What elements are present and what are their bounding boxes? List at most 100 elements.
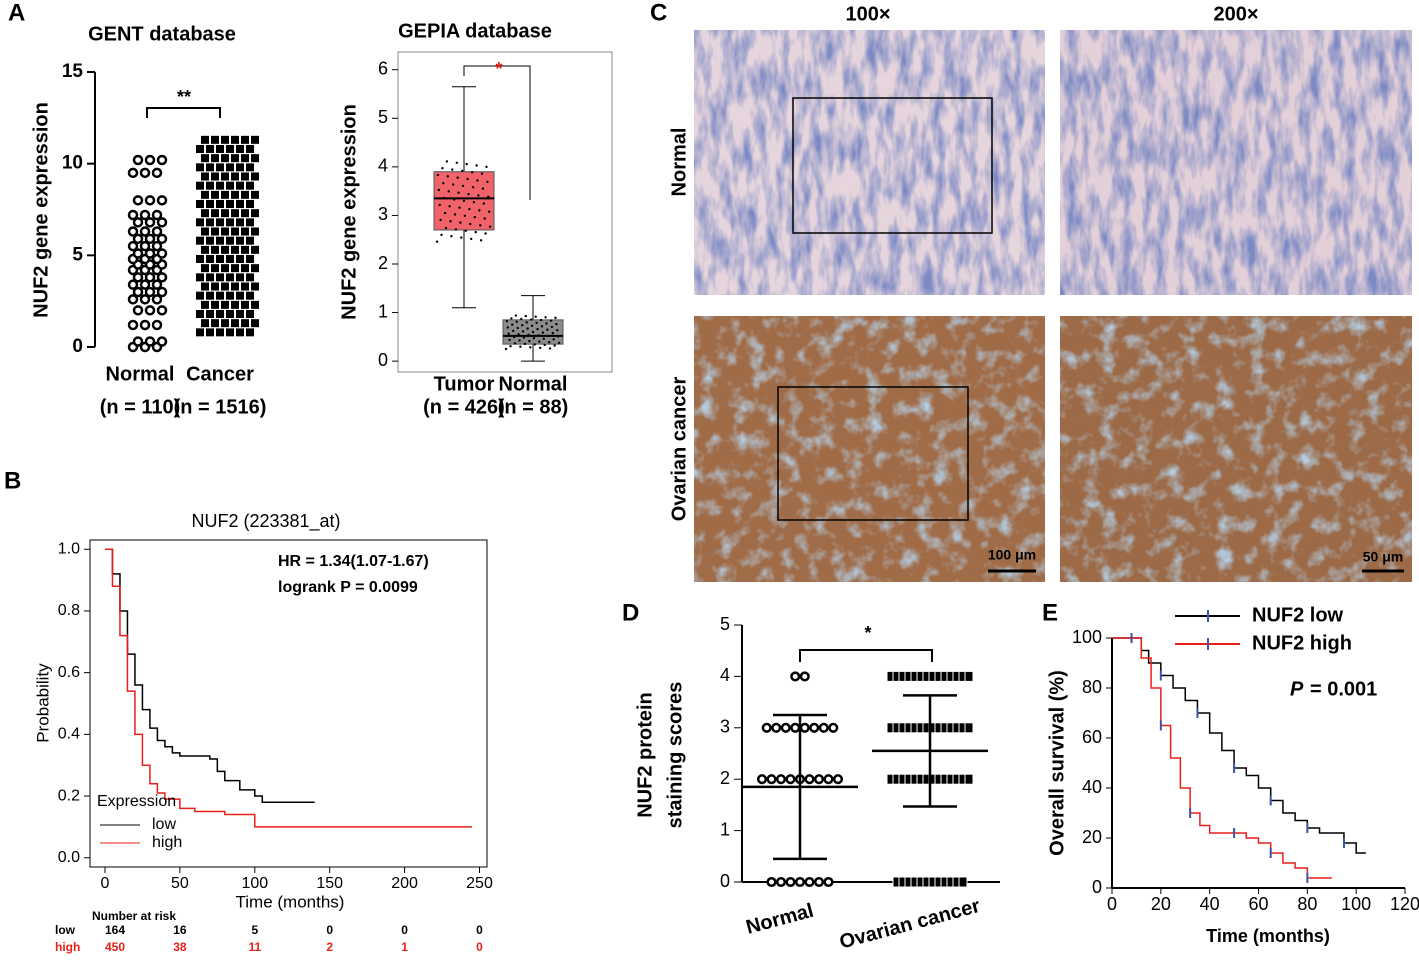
jitter-dot xyxy=(481,187,485,190)
dot xyxy=(828,722,839,733)
jitter-dot xyxy=(519,345,522,348)
jitter-dot xyxy=(531,330,535,334)
dot xyxy=(250,171,260,182)
jitter-dot xyxy=(534,315,537,318)
legend-label: low xyxy=(152,816,176,833)
jitter-dot xyxy=(452,198,456,201)
survival-curve xyxy=(1112,637,1332,879)
jitter-dot xyxy=(522,336,526,339)
jitter-dot xyxy=(487,195,490,198)
jitter-dot xyxy=(521,324,524,327)
jitter-dot xyxy=(485,165,488,169)
column-label: 100× xyxy=(845,3,890,25)
jitter-dot xyxy=(471,186,475,189)
jitter-dot xyxy=(541,331,545,334)
dot xyxy=(240,226,250,237)
box xyxy=(433,171,495,231)
dot xyxy=(195,254,205,264)
annotation: HR = 1.34(1.07-1.67) xyxy=(278,553,429,570)
jitter-dot xyxy=(527,333,530,337)
dot xyxy=(245,327,255,338)
dot xyxy=(127,209,139,221)
dot xyxy=(235,254,245,264)
y-tick-label: 80 xyxy=(1082,677,1102,697)
jitter-dot xyxy=(548,341,551,344)
dot xyxy=(804,876,815,888)
jitter-dot xyxy=(524,314,527,318)
dot xyxy=(200,318,210,329)
dot xyxy=(240,153,250,164)
dot xyxy=(240,281,250,292)
dot xyxy=(766,774,777,785)
dot xyxy=(210,299,220,310)
y-tick-label: 40 xyxy=(1082,777,1102,797)
image-texture xyxy=(1060,316,1412,582)
dot xyxy=(156,233,168,245)
jitter-dot xyxy=(488,225,492,228)
dot xyxy=(235,162,245,173)
jitter-dot xyxy=(542,337,545,340)
dot xyxy=(132,286,144,298)
risk-count: 450 xyxy=(105,940,125,954)
dot xyxy=(210,244,220,255)
dot xyxy=(205,235,215,246)
dot xyxy=(245,180,255,191)
dot xyxy=(230,134,240,145)
dot xyxy=(151,240,163,252)
x-tick-label: 40 xyxy=(1200,894,1220,914)
risk-count: 11 xyxy=(248,940,261,954)
dot xyxy=(144,248,156,259)
dot xyxy=(790,722,801,733)
jitter-dot xyxy=(520,317,523,321)
y-axis-label: staining scores xyxy=(664,682,686,829)
dot xyxy=(127,167,139,179)
dot xyxy=(144,272,156,283)
x-tick-label: 50 xyxy=(171,875,189,892)
y-tick-label: 10 xyxy=(62,153,83,174)
dot xyxy=(225,309,235,319)
y-tick-label: 0 xyxy=(1092,877,1102,897)
y-tick-label: 5 xyxy=(378,107,388,127)
jitter-dot xyxy=(483,217,486,220)
dot xyxy=(964,773,974,785)
dot xyxy=(240,134,250,145)
dot xyxy=(220,244,230,255)
dot xyxy=(132,217,144,228)
y-tick-label: 1 xyxy=(720,819,730,839)
dot xyxy=(220,226,230,237)
dot xyxy=(144,233,156,245)
jitter-dot xyxy=(511,323,514,326)
dot xyxy=(144,195,156,206)
dot xyxy=(210,281,220,292)
jitter-dot xyxy=(484,232,487,235)
dot xyxy=(245,272,255,283)
dot xyxy=(205,144,215,154)
dot xyxy=(132,195,144,206)
column-label: 200× xyxy=(1213,3,1258,25)
annotation: * xyxy=(864,623,871,643)
jitter-dot xyxy=(540,325,544,328)
jitter-dot xyxy=(474,230,477,234)
jitter-dot xyxy=(445,160,449,163)
dot xyxy=(151,167,163,179)
jitter-dot xyxy=(557,341,561,344)
dot xyxy=(818,722,829,733)
jitter-dot xyxy=(557,335,560,338)
jitter-dot xyxy=(470,171,474,174)
dot xyxy=(225,235,235,246)
dot xyxy=(132,272,144,283)
jitter-dot xyxy=(443,211,447,215)
dot xyxy=(144,154,156,166)
dot xyxy=(225,272,235,283)
jitter-dot xyxy=(508,338,511,342)
y-tick-label: 0.8 xyxy=(58,602,80,619)
dot xyxy=(200,189,210,200)
y-axis-label: NUF2 protein xyxy=(634,692,656,818)
dot xyxy=(156,217,168,228)
y-tick-label: 0.6 xyxy=(58,664,80,681)
chart-title: NUF2 (223381_at) xyxy=(191,511,340,532)
jitter-dot xyxy=(466,177,469,181)
plot-frame xyxy=(89,539,488,868)
dot xyxy=(127,279,139,290)
